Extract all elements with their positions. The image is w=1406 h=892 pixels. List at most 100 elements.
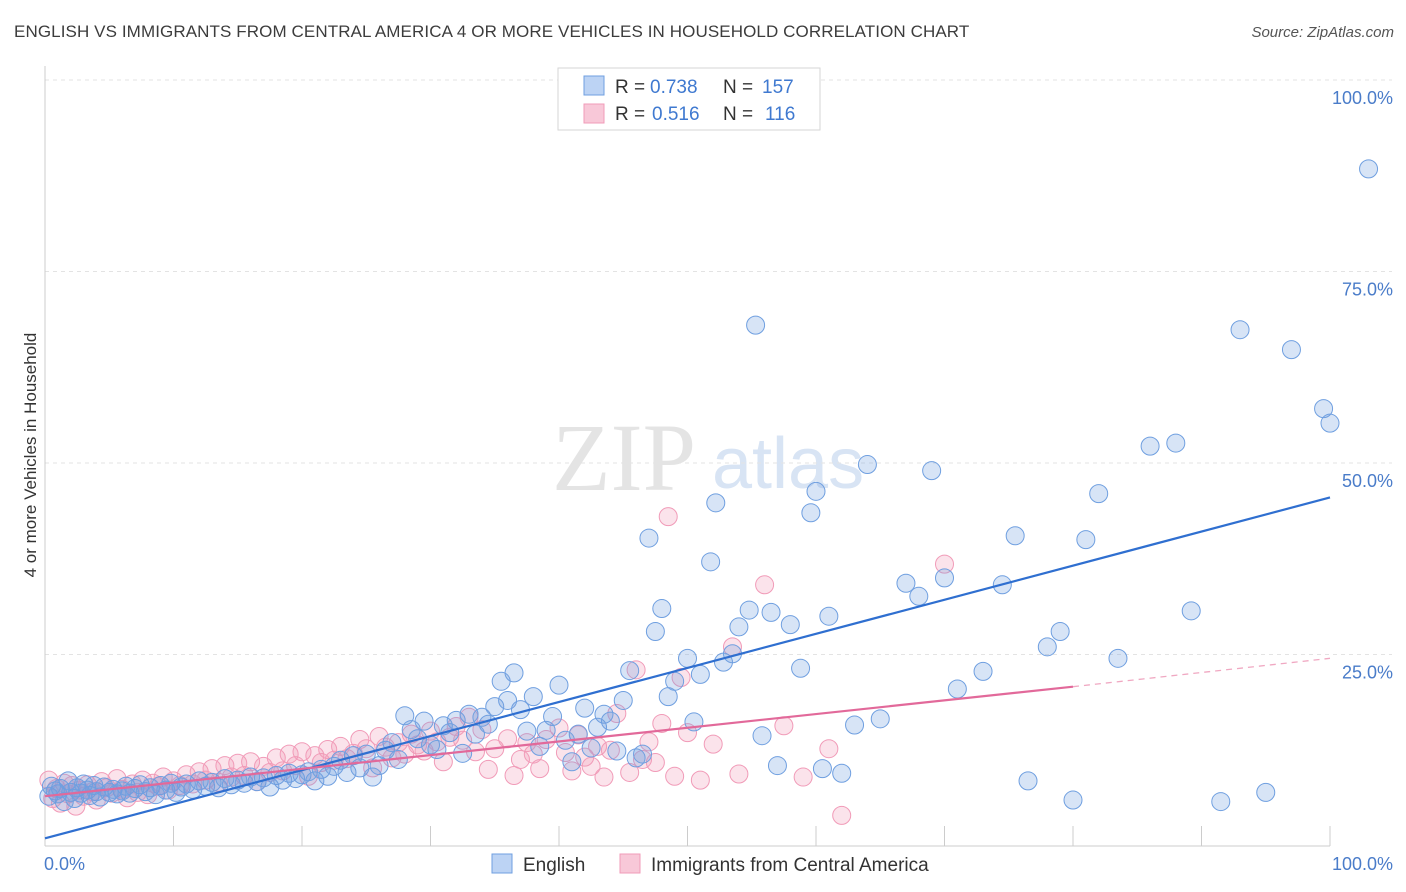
axes: [44, 66, 1331, 847]
immigrants-trend-line: [44, 685, 1074, 798]
english-point: [1063, 790, 1083, 810]
english-point: [678, 648, 697, 668]
immigrants-point: [690, 770, 710, 790]
english-point: [1005, 526, 1025, 546]
english-point: [478, 714, 498, 734]
english-point: [1230, 320, 1250, 340]
grid: [45, 79, 1392, 655]
english-point: [639, 528, 659, 548]
immigrants-point: [530, 759, 550, 779]
english-point: [363, 767, 383, 787]
english-point: [832, 763, 852, 783]
english-point: [1089, 484, 1109, 504]
watermark-atlas: atlas: [712, 424, 864, 504]
english-point: [517, 721, 537, 741]
y-tick-label: 75.0%: [1342, 280, 1393, 300]
english-point: [1359, 159, 1379, 179]
stat-n-label-immigrants: N =: [723, 104, 753, 125]
stat-r-english: 0.738: [650, 77, 698, 98]
english-point: [746, 315, 766, 335]
stat-r-label-immigrants: R =: [615, 104, 645, 125]
english-point: [896, 573, 916, 593]
english-point: [729, 617, 749, 637]
english-point: [607, 741, 627, 761]
english-point: [485, 697, 505, 717]
english-point: [562, 752, 582, 772]
immigrants-point: [729, 764, 749, 784]
bottom-legend-swatch-english: [491, 853, 513, 874]
english-point: [1166, 433, 1186, 453]
english-point: [819, 606, 839, 626]
immigrants-point: [652, 713, 672, 733]
english-point: [613, 690, 633, 710]
english-point: [549, 675, 569, 695]
english-point: [761, 602, 781, 622]
english-point: [1320, 413, 1340, 433]
english-point: [1108, 648, 1128, 668]
bottom-legend-english: English: [523, 855, 585, 876]
tick-labels: 100.0% 75.0% 50.0% 25.0% 0.0% 100.0%: [44, 88, 1393, 874]
english-point: [845, 715, 865, 735]
english-point: [739, 600, 759, 620]
y-tick-label: 50.0%: [1342, 471, 1393, 491]
english-point: [54, 792, 74, 812]
english-point: [305, 771, 325, 791]
immigrants-point: [793, 767, 813, 787]
immigrants-point: [832, 805, 852, 825]
english-point: [581, 738, 601, 758]
english-point: [701, 552, 721, 572]
immigrants-point: [510, 749, 530, 769]
english-point: [806, 481, 826, 501]
immigrants-point: [504, 766, 524, 786]
english-point: [922, 461, 942, 481]
x-tick-label: 0.0%: [44, 854, 85, 874]
english-point: [780, 615, 800, 635]
english-point: [1256, 782, 1276, 802]
bottom-legend: English Immigrants from Central America: [491, 853, 929, 876]
english-point: [543, 707, 563, 727]
english-point: [645, 622, 665, 642]
bottom-legend-swatch-immigrants: [619, 853, 641, 874]
english-point: [633, 744, 653, 764]
immigrants-point: [620, 762, 640, 782]
watermark-zip: ZIP: [552, 404, 696, 511]
english-point: [870, 709, 890, 729]
english-point: [752, 726, 772, 746]
english-point: [459, 704, 479, 724]
english-point: [909, 586, 929, 606]
immigrants-point: [350, 730, 370, 750]
stat-n-immigrants: 116: [765, 104, 795, 125]
immigrants-point: [498, 729, 518, 749]
english-point: [523, 687, 543, 707]
immigrants-point: [575, 747, 595, 767]
immigrants-point: [665, 766, 685, 786]
english-point: [973, 661, 993, 681]
english-trend-line: [44, 496, 1331, 840]
english-point: [791, 658, 811, 678]
bottom-legend-immigrants: Immigrants from Central America: [651, 855, 929, 876]
immigrants-point: [633, 749, 653, 769]
immigrants-point: [626, 660, 646, 680]
english-point: [1281, 340, 1301, 360]
stat-r-label-english: R =: [615, 77, 645, 98]
stat-n-english: 157: [762, 77, 794, 98]
english-points: [39, 159, 1379, 812]
english-point: [575, 698, 595, 718]
immigrants-point: [478, 759, 498, 779]
english-point: [1037, 637, 1057, 657]
immigrants-point: [703, 734, 723, 754]
english-point: [665, 671, 685, 691]
immigrants-point: [658, 507, 678, 527]
english-point: [812, 759, 832, 779]
trend-lines: [44, 496, 1331, 840]
source-label: Source: ZipAtlas.com: [1251, 24, 1394, 41]
stats-legend: R = 0.738 N = 157 R = 0.516 N = 116: [557, 67, 821, 131]
english-point: [620, 661, 640, 681]
immigrants-point: [819, 739, 839, 759]
stat-r-immigrants: 0.516: [652, 104, 700, 125]
legend-swatch-english: [583, 75, 605, 96]
english-point: [706, 493, 726, 513]
english-point: [947, 679, 967, 699]
immigrants-point: [755, 575, 775, 595]
